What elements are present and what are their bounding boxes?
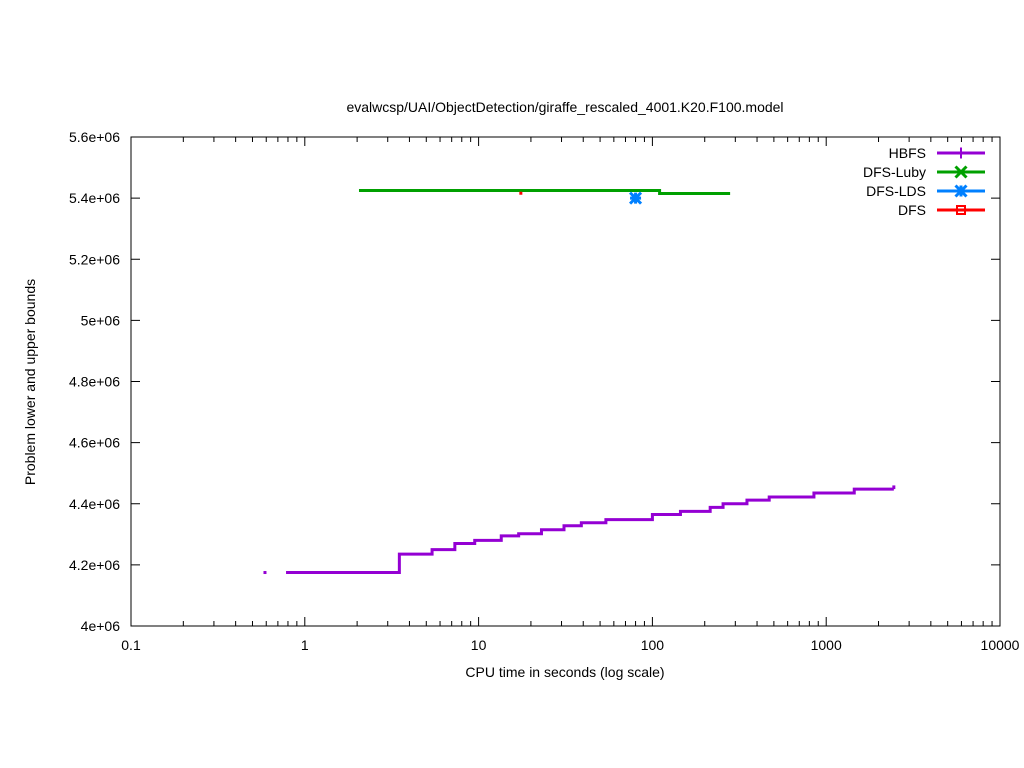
x-tick-label: 100 (641, 637, 665, 653)
legend-item-dfs-luby: DFS-Luby (863, 164, 985, 180)
x-axis: 0.1 1 10 100 1000 10000 (121, 137, 1020, 653)
x-tick-label: 0.1 (121, 637, 141, 653)
y-tick-label: 4.4e+06 (69, 496, 120, 512)
marker-stroke (628, 191, 643, 205)
legend-marker-icon (955, 147, 967, 159)
series-mark-hbfs (263, 571, 267, 575)
y-tick-label: 4.8e+06 (69, 374, 120, 390)
series-mark-dfs (519, 191, 523, 195)
legend-marker-icon (954, 165, 968, 179)
legend-label: DFS-Luby (863, 164, 926, 180)
plot-area-frame (130, 136, 1001, 627)
y-axis: 4e+06 4.2e+06 4.4e+06 4.6e+06 4.8e+06 5e+06 5.… (69, 129, 1000, 634)
x-tick-label: 1 (301, 637, 309, 653)
series-line-hbfs (286, 487, 894, 575)
legend-marker-icon (956, 205, 966, 215)
legend-item-hbfs: HBFS (889, 145, 985, 161)
x-axis-label: CPU time in seconds (log scale) (465, 664, 664, 680)
series-point-dfs-lds (628, 191, 643, 205)
legend-label: HBFS (889, 145, 926, 161)
legend-label: DFS (898, 202, 926, 218)
y-tick-label: 4.6e+06 (69, 435, 120, 451)
legend-marker-icon (954, 184, 968, 198)
marker-stroke (956, 205, 966, 215)
y-tick-label: 5e+06 (81, 312, 121, 328)
y-tick-label: 5.2e+06 (69, 251, 120, 267)
y-tick-label: 5.4e+06 (69, 190, 120, 206)
marker-stroke (954, 165, 968, 179)
legend-label: DFS-LDS (866, 183, 926, 199)
legend-item-dfs-lds: DFS-LDS (866, 183, 985, 199)
y-axis-label: Problem lower and upper bounds (22, 279, 38, 485)
chart-title: evalwcsp/UAI/ObjectDetection/giraffe_res… (346, 99, 783, 115)
series-line-dfs-luby (358, 188, 731, 196)
marker-stroke (954, 184, 968, 198)
y-tick-label: 4e+06 (81, 618, 121, 634)
x-tick-label: 1000 (811, 637, 842, 653)
y-tick-label: 4.2e+06 (69, 557, 120, 573)
plot-series (263, 188, 896, 575)
legend-item-dfs: DFS (898, 202, 985, 218)
x-tick-label: 10000 (981, 637, 1020, 653)
legend: HBFS DFS-Luby DFS-LDS DFS (863, 145, 985, 218)
marker-stroke (955, 147, 967, 159)
y-tick-label: 5.6e+06 (69, 129, 120, 145)
x-tick-label: 10 (471, 637, 487, 653)
